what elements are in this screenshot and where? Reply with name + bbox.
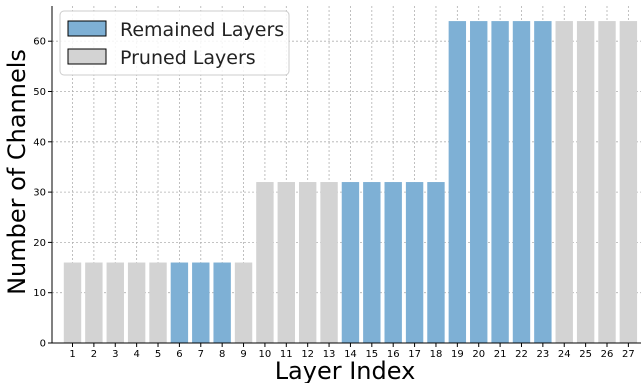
- bar-layer-14: [341, 182, 360, 343]
- bar-layer-10: [256, 182, 274, 343]
- x-tick-label: 14: [344, 349, 357, 360]
- x-tick-label: 19: [451, 349, 464, 360]
- x-tick-label: 16: [387, 349, 400, 360]
- bar-layer-2: [85, 262, 103, 343]
- bar-layer-3: [106, 262, 124, 343]
- x-tick-label: 23: [536, 349, 549, 360]
- bar-layer-23: [534, 21, 552, 344]
- x-tick-label: 15: [365, 349, 378, 360]
- y-tick-label: 20: [33, 238, 46, 249]
- x-tick-label: 6: [176, 349, 182, 360]
- bar-layer-20: [470, 21, 488, 344]
- x-tick-label: 8: [219, 349, 225, 360]
- bar-layer-7: [192, 262, 210, 343]
- bar-layer-19: [448, 21, 467, 344]
- legend-label-remained: Remained Layers: [120, 19, 284, 41]
- bar-layer-9: [234, 262, 253, 343]
- y-tick-label: 40: [33, 137, 46, 148]
- bar-layer-26: [598, 21, 616, 344]
- bar-layer-5: [149, 262, 167, 343]
- x-tick-label: 20: [472, 349, 485, 360]
- legend: Remained Layers Pruned Layers: [59, 10, 290, 76]
- bar-layer-21: [491, 21, 509, 344]
- x-tick-label: 17: [408, 349, 421, 360]
- x-tick-label: 3: [112, 349, 118, 360]
- bar-layer-1: [63, 262, 82, 343]
- bar-layer-16: [384, 182, 402, 343]
- x-tick-label: 21: [494, 349, 507, 360]
- x-tick-label: 12: [301, 349, 314, 360]
- x-tick-label: 13: [323, 349, 336, 360]
- legend-swatch-pruned: [67, 48, 107, 65]
- y-tick-label: 0: [40, 339, 46, 350]
- bar-layer-25: [576, 21, 595, 344]
- bar-layer-11: [277, 182, 295, 343]
- axes: [48, 6, 641, 347]
- legend-box: [59, 10, 290, 76]
- x-tick-label: 18: [430, 349, 443, 360]
- x-axis-title: Layer Index: [275, 357, 416, 383]
- bar-layer-27: [619, 21, 638, 344]
- x-tick-label: 10: [259, 349, 272, 360]
- bar-layer-12: [298, 182, 317, 343]
- y-tick-label: 50: [33, 87, 46, 98]
- y-tick-label: 10: [33, 288, 46, 299]
- y-tick-label: 30: [33, 188, 46, 199]
- bar-layer-24: [555, 21, 573, 344]
- bar-layer-13: [320, 182, 338, 343]
- bar-layer-17: [405, 182, 424, 343]
- x-tick-label: 9: [240, 349, 246, 360]
- bar-layer-18: [427, 182, 445, 343]
- bar-layer-6: [170, 262, 189, 343]
- x-tick-label: 2: [91, 349, 97, 360]
- x-tick-label: 26: [601, 349, 614, 360]
- y-axis-title: Number of Channels: [3, 49, 31, 295]
- bar-layer-22: [512, 21, 531, 344]
- x-tick-label: 25: [579, 349, 592, 360]
- x-tick-label: 22: [515, 349, 528, 360]
- legend-label-pruned: Pruned Layers: [120, 47, 256, 69]
- x-tick-label: 24: [558, 349, 571, 360]
- x-tick-label: 5: [155, 349, 161, 360]
- x-tick-label: 27: [622, 349, 635, 360]
- x-tick-label: 7: [198, 349, 204, 360]
- legend-swatch-remained: [67, 20, 107, 37]
- x-tick-label: 11: [280, 349, 293, 360]
- bars: [63, 21, 638, 344]
- bar-layer-8: [213, 262, 231, 343]
- x-tick-label: 4: [133, 349, 139, 360]
- x-tick-label: 1: [69, 349, 75, 360]
- y-tick-label: 60: [33, 37, 46, 48]
- bar-layer-4: [127, 262, 146, 343]
- bar-layer-15: [363, 182, 381, 343]
